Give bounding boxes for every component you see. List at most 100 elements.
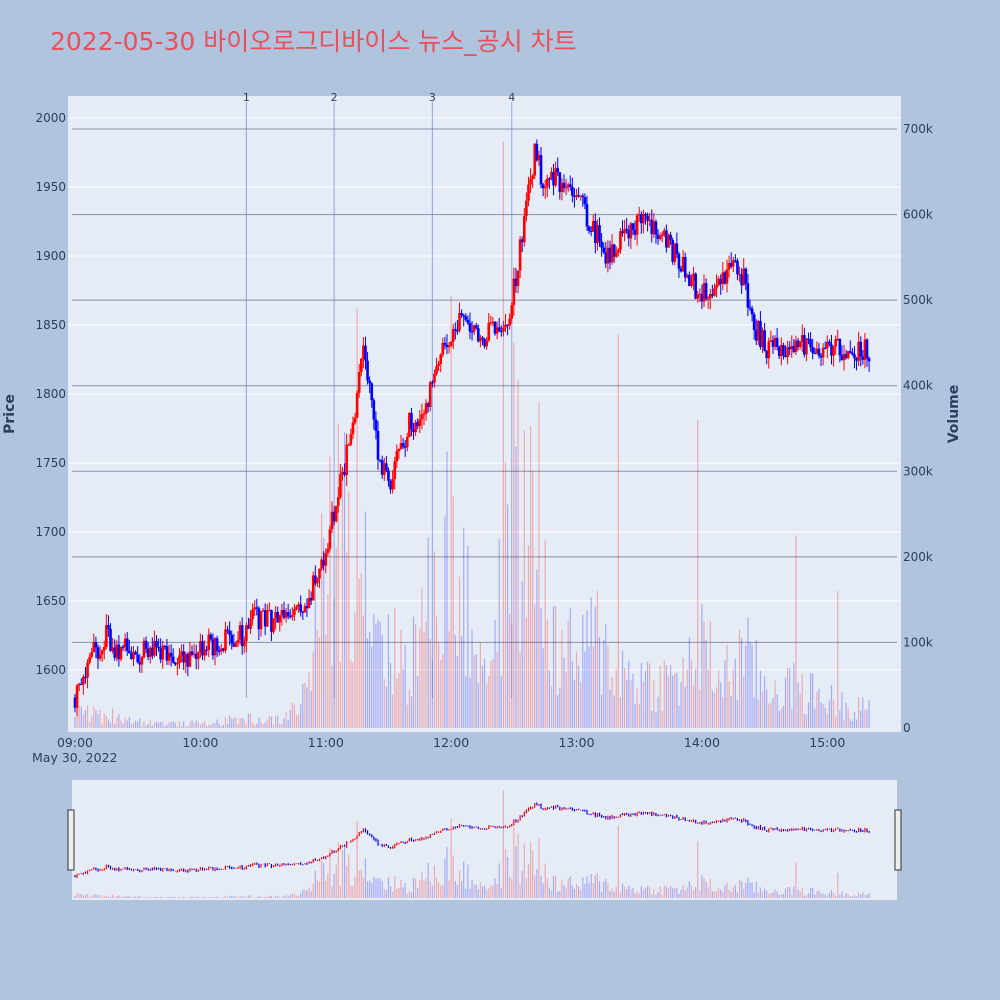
candle-body bbox=[251, 609, 254, 619]
mini-volume-bar bbox=[316, 879, 319, 898]
mini-volume-bar bbox=[757, 892, 759, 898]
volume-bar bbox=[128, 716, 130, 728]
candle-body bbox=[349, 434, 353, 445]
volume-bar bbox=[818, 688, 820, 728]
candle-body bbox=[364, 345, 367, 361]
mini-volume-bar bbox=[862, 892, 864, 898]
candle-body bbox=[669, 234, 672, 240]
volume-bar bbox=[699, 689, 701, 728]
range-slider-left-handle[interactable] bbox=[67, 809, 75, 871]
mini-volume-bar bbox=[392, 891, 394, 898]
range-slider-right-handle[interactable] bbox=[894, 809, 902, 871]
volume-bar bbox=[726, 644, 728, 728]
volume-bar bbox=[711, 690, 713, 728]
volume-bar bbox=[851, 721, 853, 728]
volume-bar bbox=[787, 667, 789, 728]
volume-bar bbox=[513, 342, 515, 728]
volume-bar bbox=[496, 652, 498, 728]
candle-body bbox=[840, 355, 844, 361]
mini-volume-bar bbox=[498, 863, 500, 898]
volume-bar bbox=[155, 721, 158, 728]
volume-bar bbox=[519, 651, 521, 728]
candle-body bbox=[458, 313, 461, 331]
volume-bar bbox=[624, 668, 626, 728]
volume-bar bbox=[473, 655, 475, 728]
mini-volume-bar bbox=[166, 897, 168, 898]
candle-body bbox=[155, 640, 158, 647]
mini-volume-bar bbox=[116, 896, 118, 898]
range-slider[interactable] bbox=[67, 780, 902, 900]
volume-bar bbox=[692, 685, 695, 728]
candle-body bbox=[397, 448, 401, 452]
mini-volume-bar bbox=[548, 887, 550, 898]
mini-volume-bar bbox=[339, 885, 341, 898]
volume-bar bbox=[778, 710, 780, 728]
candle-body bbox=[196, 652, 200, 659]
volume-bar bbox=[410, 696, 413, 728]
volume-bar bbox=[360, 573, 362, 728]
candle-body bbox=[698, 293, 702, 296]
mini-volume-bar bbox=[103, 895, 105, 898]
volume-bar bbox=[661, 710, 663, 728]
candle-body bbox=[274, 612, 277, 619]
candle-body bbox=[393, 461, 397, 480]
volume-bar bbox=[369, 631, 371, 728]
candlesticks bbox=[73, 139, 871, 717]
mini-volume-bar bbox=[396, 888, 398, 898]
candle-body bbox=[675, 243, 679, 254]
candle-body bbox=[761, 330, 764, 347]
volume-bar bbox=[226, 723, 229, 728]
candle-body bbox=[167, 652, 171, 661]
mini-volume-bar bbox=[561, 880, 563, 898]
mini-volume-bar bbox=[287, 896, 289, 898]
mini-volume-bar bbox=[745, 882, 747, 898]
volume-bar bbox=[845, 702, 847, 728]
volume-bar bbox=[655, 712, 657, 728]
mini-volume-bar bbox=[722, 892, 724, 898]
volume-bar bbox=[858, 697, 860, 728]
volume-bar bbox=[402, 668, 404, 728]
mini-volume-bar bbox=[646, 885, 649, 898]
volume-bar bbox=[235, 717, 237, 728]
mini-volume-bar bbox=[523, 843, 525, 898]
volume-bar bbox=[736, 699, 739, 728]
candle-body bbox=[447, 346, 451, 348]
volume-bar bbox=[734, 658, 736, 728]
candle-body bbox=[270, 610, 273, 632]
mini-volume-bar bbox=[239, 896, 241, 898]
mini-volume-bar bbox=[266, 896, 268, 898]
candle-body bbox=[261, 610, 265, 612]
time-tick-label: 12:00 bbox=[433, 735, 469, 750]
candle-body bbox=[466, 319, 470, 323]
volume-bar bbox=[552, 606, 555, 728]
volume-bar bbox=[105, 716, 107, 728]
mini-volume-bar bbox=[667, 888, 670, 898]
mini-volume-bar bbox=[536, 868, 538, 898]
mini-volume-bar bbox=[709, 878, 711, 898]
candle-body bbox=[357, 371, 361, 393]
candle-body bbox=[619, 231, 622, 250]
candle-body bbox=[161, 645, 165, 660]
mini-volume-bar bbox=[761, 891, 764, 898]
candle-body bbox=[102, 646, 106, 651]
candle-body bbox=[826, 341, 829, 349]
mini-volume-bar bbox=[726, 882, 728, 898]
mini-volume-bar bbox=[674, 887, 676, 898]
candle-body bbox=[867, 358, 871, 362]
volume-bar bbox=[784, 677, 787, 728]
candle-body bbox=[186, 653, 190, 667]
mini-volume-bar bbox=[231, 896, 233, 898]
volume-bar bbox=[776, 694, 778, 728]
volume-bar bbox=[224, 717, 227, 728]
volume-bar bbox=[868, 700, 870, 728]
candle-body bbox=[217, 650, 221, 652]
mini-volume-bar bbox=[155, 896, 158, 898]
mini-volume-bar bbox=[753, 892, 755, 898]
mini-volume-bar bbox=[486, 889, 488, 898]
volume-bar bbox=[275, 716, 277, 728]
candle-body bbox=[823, 347, 827, 349]
candle-body bbox=[725, 269, 729, 284]
mini-volume-bar bbox=[791, 894, 793, 898]
volume-bar bbox=[546, 620, 548, 728]
candle-body bbox=[723, 272, 727, 284]
